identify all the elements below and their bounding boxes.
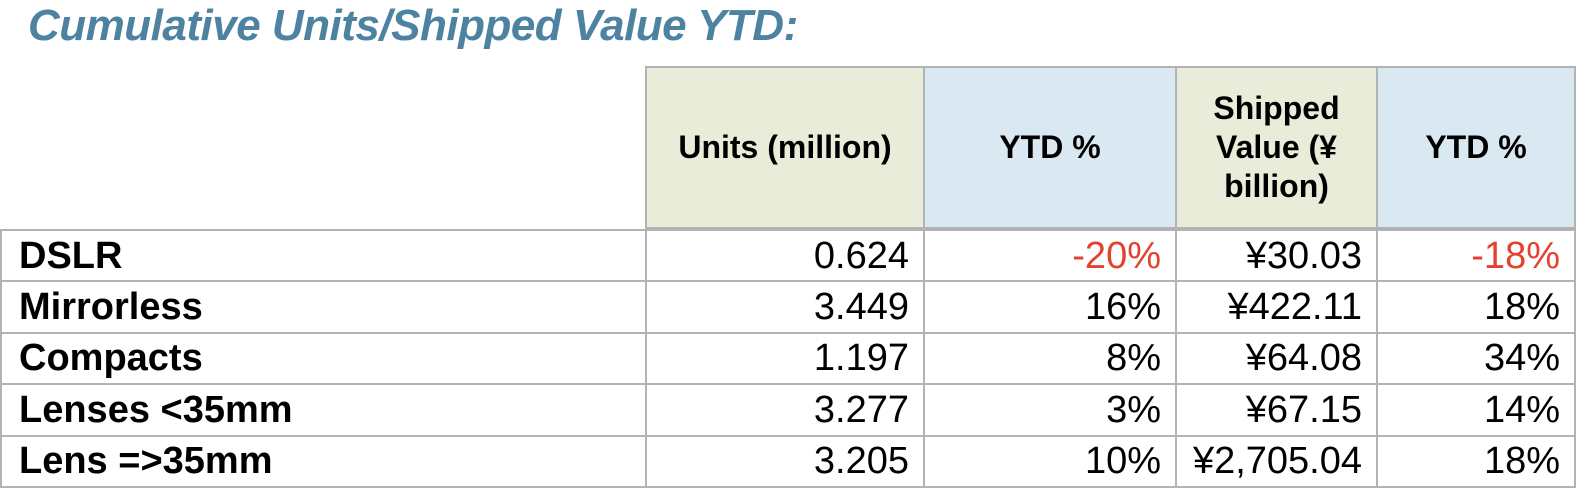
ytd-units-cell: -20% — [925, 231, 1175, 281]
col-header-ytd-units: YTD % — [925, 68, 1175, 227]
col-header-units: Units (million) — [647, 68, 923, 227]
units-cell: 3.449 — [647, 282, 923, 332]
col-header-shipped-value: Shipped Value (¥ billion) — [1177, 68, 1376, 227]
shipped-value-cell: ¥64.08 — [1177, 333, 1376, 384]
ytd-shipped-cell: 18% — [1378, 436, 1574, 486]
shipped-value-cell: ¥67.15 — [1177, 385, 1376, 435]
ytd-units-cell: 16% — [925, 282, 1175, 332]
shipped-value-cell: ¥30.03 — [1177, 231, 1376, 281]
units-cell: 3.205 — [647, 436, 923, 486]
row-label: Mirrorless — [2, 282, 645, 332]
ytd-shipped-cell: 14% — [1378, 385, 1574, 435]
row-label: Lens =>35mm — [2, 436, 645, 486]
table-header: Units (million) YTD % Shipped Value (¥ b… — [645, 66, 1576, 229]
units-cell: 0.624 — [647, 231, 923, 281]
page-title: Cumulative Units/Shipped Value YTD: — [28, 1, 798, 50]
col-header-ytd-shipped: YTD % — [1378, 68, 1574, 227]
row-label: Lenses <35mm — [2, 385, 645, 435]
ytd-shipped-cell: 18% — [1378, 282, 1574, 332]
ytd-shipped-cell: -18% — [1378, 231, 1574, 281]
ytd-shipped-cell: 34% — [1378, 333, 1574, 384]
ytd-units-cell: 3% — [925, 385, 1175, 435]
shipped-value-cell: ¥2,705.04 — [1177, 436, 1376, 486]
ytd-units-cell: 10% — [925, 436, 1175, 486]
ytd-units-cell: 8% — [925, 333, 1175, 384]
row-label: DSLR — [2, 231, 645, 281]
row-label: Compacts — [2, 333, 645, 384]
shipped-value-cell: ¥422.11 — [1177, 282, 1376, 332]
table-body: DSLR 0.624 -20% ¥30.03 -18% Mirrorless 3… — [0, 229, 1576, 488]
units-cell: 1.197 — [647, 333, 923, 384]
units-cell: 3.277 — [647, 385, 923, 435]
